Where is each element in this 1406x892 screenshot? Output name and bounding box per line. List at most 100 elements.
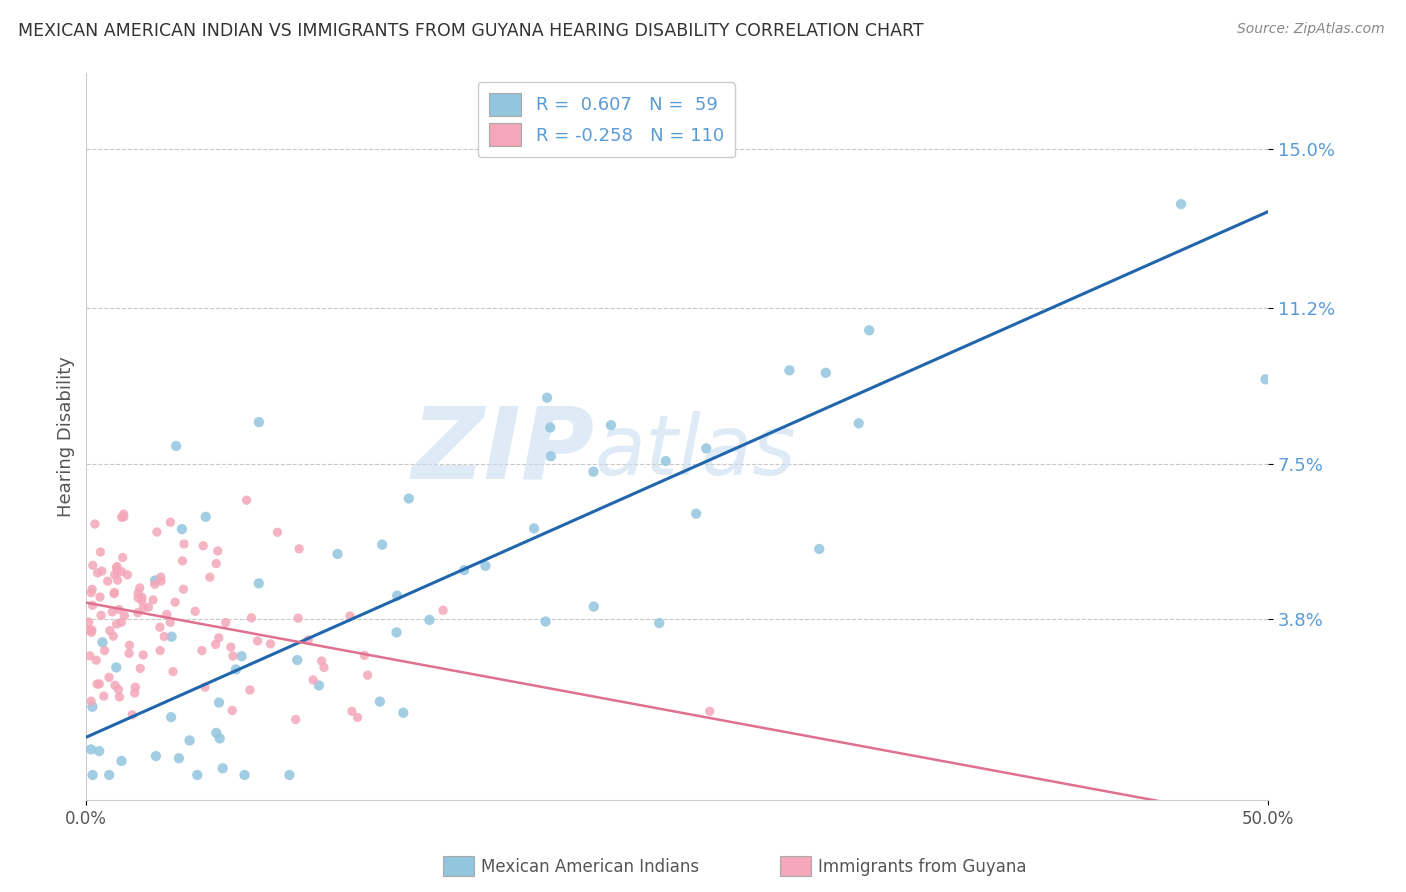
Point	[153, 630, 176, 644]
Point	[160, 630, 183, 644]
Point	[108, 602, 131, 616]
Text: Source: ZipAtlas.com: Source: ZipAtlas.com	[1237, 22, 1385, 37]
Point	[107, 573, 129, 587]
Point	[165, 595, 187, 609]
Point	[239, 683, 262, 698]
Point	[534, 615, 557, 629]
Point	[80, 623, 103, 637]
Point	[221, 703, 243, 717]
Point	[98, 670, 121, 684]
Point	[392, 706, 415, 720]
Point	[105, 660, 128, 674]
Point	[297, 633, 319, 648]
Point	[233, 768, 256, 782]
Point	[208, 631, 231, 645]
Point	[288, 541, 311, 556]
Point	[149, 643, 172, 657]
Point	[108, 690, 131, 704]
Point	[179, 733, 201, 747]
Point	[111, 510, 134, 524]
Point	[131, 593, 153, 607]
Point	[101, 605, 124, 619]
Point	[172, 582, 194, 597]
Point	[145, 749, 167, 764]
Point	[194, 509, 217, 524]
Point	[287, 611, 309, 625]
Point	[82, 699, 104, 714]
Point	[143, 577, 166, 591]
Point	[82, 558, 104, 573]
Point	[103, 629, 125, 643]
Point	[131, 591, 153, 605]
Point	[240, 611, 263, 625]
Point	[121, 707, 143, 722]
Point	[156, 607, 179, 622]
Point	[685, 507, 707, 521]
Point	[540, 450, 562, 464]
Point	[111, 565, 134, 579]
Point	[98, 624, 121, 638]
Point	[80, 625, 103, 640]
Point	[356, 668, 378, 682]
Point	[695, 442, 717, 456]
Point	[246, 634, 269, 648]
Point	[89, 744, 111, 758]
Text: MEXICAN AMERICAN INDIAN VS IMMIGRANTS FROM GUYANA HEARING DISABILITY CORRELATION: MEXICAN AMERICAN INDIAN VS IMMIGRANTS FR…	[18, 22, 924, 40]
Point	[1254, 372, 1277, 386]
Point	[474, 558, 496, 573]
Point	[127, 606, 149, 620]
Point	[858, 323, 880, 337]
Point	[124, 686, 146, 700]
Point	[326, 547, 349, 561]
Point	[90, 608, 112, 623]
Text: Immigrants from Guyana: Immigrants from Guyana	[818, 858, 1026, 876]
Point	[127, 586, 149, 600]
Point	[266, 525, 288, 540]
Point	[225, 662, 247, 676]
Point	[132, 648, 155, 662]
Point	[124, 680, 146, 694]
Point	[285, 653, 308, 667]
Point	[89, 590, 111, 604]
Point	[235, 493, 257, 508]
Point	[82, 582, 104, 597]
Point	[353, 648, 375, 663]
Point	[214, 615, 236, 630]
Text: atlas: atlas	[595, 410, 796, 491]
Point	[112, 509, 135, 524]
Point	[222, 648, 245, 663]
Point	[142, 593, 165, 607]
Point	[77, 615, 100, 629]
Point	[82, 768, 104, 782]
Point	[302, 673, 325, 687]
Point	[149, 570, 172, 584]
Point	[86, 566, 108, 580]
Point	[385, 625, 408, 640]
Point	[162, 665, 184, 679]
Point	[312, 660, 335, 674]
Y-axis label: Hearing Disability: Hearing Disability	[58, 356, 75, 517]
Point	[278, 768, 301, 782]
Point	[219, 640, 242, 654]
Point	[104, 567, 127, 582]
Legend: R =  0.607   N =  59, R = -0.258   N = 110: R = 0.607 N = 59, R = -0.258 N = 110	[478, 82, 734, 157]
Point	[104, 678, 127, 692]
Point	[159, 515, 181, 529]
Point	[105, 561, 128, 575]
Point	[247, 576, 270, 591]
Point	[138, 600, 160, 615]
Point	[84, 516, 107, 531]
Point	[146, 524, 169, 539]
Point	[808, 541, 831, 556]
Point	[308, 678, 330, 692]
Point	[538, 420, 561, 434]
Point	[398, 491, 420, 506]
Point	[648, 616, 671, 631]
Point	[346, 710, 368, 724]
Point	[582, 465, 605, 479]
Point	[418, 613, 440, 627]
Point	[339, 609, 361, 624]
Point	[160, 710, 183, 724]
Point	[340, 704, 363, 718]
Point	[129, 661, 152, 675]
